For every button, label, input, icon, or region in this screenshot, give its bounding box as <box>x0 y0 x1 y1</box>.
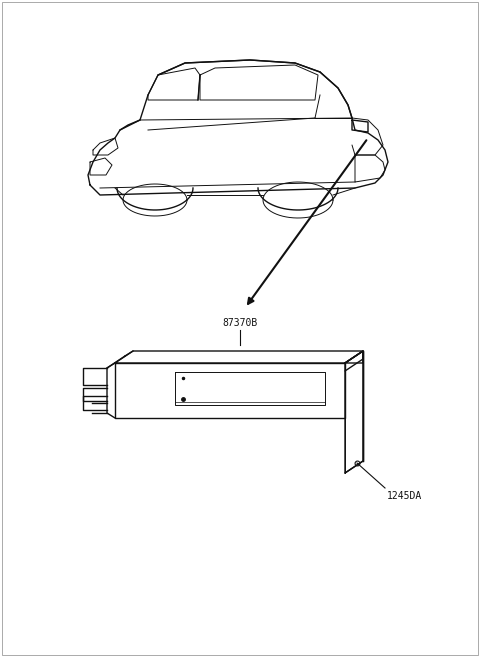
Text: 87370B: 87370B <box>222 318 258 328</box>
Text: 1245DA: 1245DA <box>387 491 422 501</box>
